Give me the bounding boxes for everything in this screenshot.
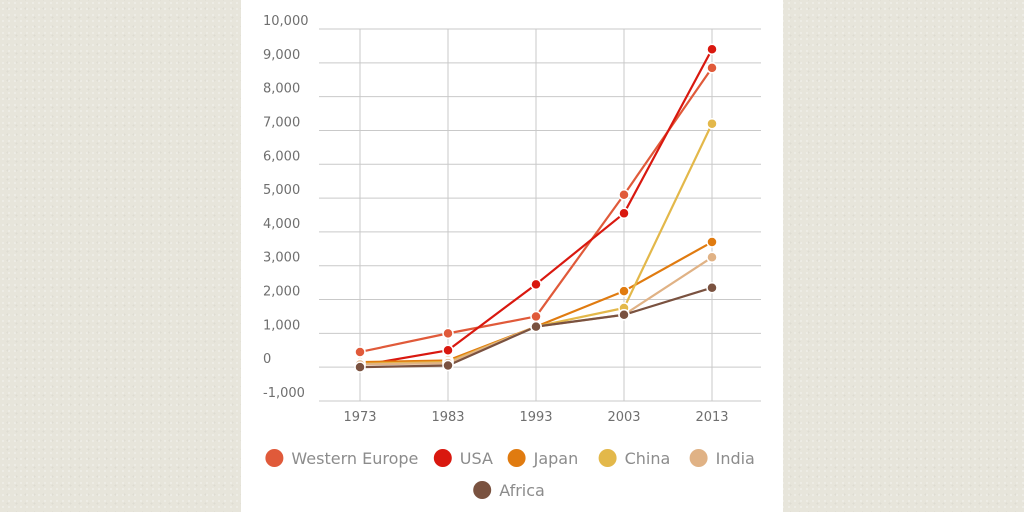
legend-label: China bbox=[625, 449, 671, 468]
data-point bbox=[530, 278, 542, 291]
x-tick-label: 1993 bbox=[519, 410, 552, 425]
legend: Western Europe USA Japan China India Africa bbox=[265, 449, 755, 500]
line-chart: -1,000 0 1,000 2,000 3,000 4,000 5,000 6,000 7,0… bbox=[263, 14, 761, 500]
data-point bbox=[618, 188, 630, 201]
data-point bbox=[618, 309, 630, 321]
legend-label: India bbox=[716, 449, 755, 468]
y-tick-label: 10,000 bbox=[263, 14, 309, 29]
y-tick-label: -1,000 bbox=[263, 386, 305, 401]
data-point bbox=[706, 62, 718, 74]
data-point bbox=[706, 251, 718, 264]
y-tick-label: 4,000 bbox=[263, 217, 300, 232]
legend-label: Africa bbox=[499, 481, 545, 500]
data-point bbox=[706, 236, 718, 248]
x-tick-label: 2003 bbox=[607, 410, 640, 425]
y-tick-label: 9,000 bbox=[263, 48, 300, 63]
legend-marker bbox=[265, 449, 284, 467]
data-point bbox=[530, 320, 542, 333]
x-tick-label: 2013 bbox=[695, 410, 728, 425]
legend-item: USA bbox=[433, 449, 493, 468]
x-axis: 1973 1983 1993 2003 2013 bbox=[343, 410, 728, 425]
data-point bbox=[442, 327, 454, 340]
data-point bbox=[618, 285, 630, 297]
x-tick-label: 1983 bbox=[431, 410, 464, 425]
legend-label: Western Europe bbox=[291, 449, 418, 468]
data-point bbox=[442, 344, 454, 357]
y-tick-label: 7,000 bbox=[263, 115, 300, 130]
data-point bbox=[530, 310, 542, 323]
y-tick-label: 3,000 bbox=[263, 251, 300, 266]
data-point bbox=[618, 207, 630, 220]
series-points bbox=[354, 43, 718, 373]
legend-item: India bbox=[689, 449, 755, 468]
legend-marker bbox=[689, 449, 708, 467]
legend-item: Japan bbox=[507, 449, 579, 468]
legend-item: Africa bbox=[473, 481, 545, 500]
y-tick-label: 5,000 bbox=[263, 183, 300, 198]
legend-label: Japan bbox=[533, 449, 579, 468]
data-point bbox=[706, 281, 718, 294]
x-tick-label: 1973 bbox=[343, 410, 376, 425]
data-point bbox=[442, 359, 454, 372]
data-point bbox=[706, 43, 718, 56]
y-tick-label: 2,000 bbox=[263, 285, 300, 300]
legend-label: USA bbox=[460, 449, 493, 468]
legend-marker bbox=[598, 449, 617, 467]
legend-marker bbox=[507, 449, 526, 467]
y-axis: -1,000 0 1,000 2,000 3,000 4,000 5,000 6,000 7,0… bbox=[263, 14, 309, 401]
legend-item: China bbox=[598, 449, 671, 468]
data-point bbox=[354, 361, 366, 373]
y-tick-label: 1,000 bbox=[263, 318, 300, 333]
data-point bbox=[706, 117, 718, 130]
legend-marker bbox=[473, 481, 492, 499]
data-point bbox=[354, 346, 366, 358]
grid-lines bbox=[319, 28, 761, 402]
y-tick-label: 0 bbox=[263, 352, 271, 367]
legend-marker bbox=[433, 449, 452, 467]
y-tick-label: 6,000 bbox=[263, 149, 300, 164]
chart-card: -1,000 0 1,000 2,000 3,000 4,000 5,000 6,000 7,0… bbox=[241, 0, 783, 512]
legend-item: Western Europe bbox=[265, 449, 418, 468]
y-tick-label: 8,000 bbox=[263, 82, 300, 97]
